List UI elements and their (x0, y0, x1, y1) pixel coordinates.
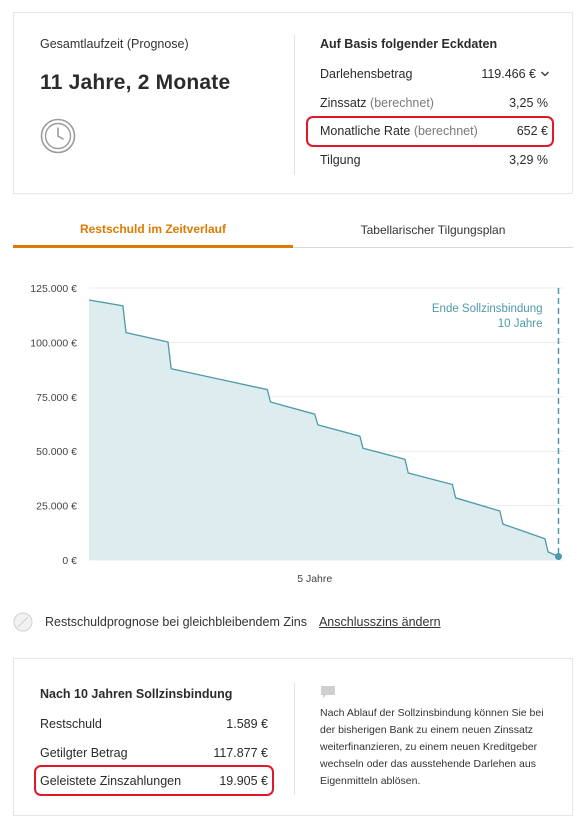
result-card: Nach 10 Jahren Sollzinsbindung Restschul… (13, 658, 573, 816)
restschuld-chart: 125.000 € 100.000 € 75.000 € 50.000 € 25.000… (0, 270, 583, 600)
y-tick-label: 25.000 € (36, 501, 77, 513)
duration-value: 11 Jahre, 2 Monate (40, 71, 231, 94)
result-label: Getilgter Betrag (40, 746, 128, 760)
result-row-restschuld: Restschuld 1.589 € (40, 713, 268, 735)
eckdaten-value: 3,25 % (509, 96, 548, 110)
eckdaten-row-darlehensbetrag: Darlehensbetrag 119.466 € (320, 63, 550, 85)
prognose-row: Restschuldprognose bei gleichbleibendem … (13, 610, 441, 634)
y-tick-label: 0 € (62, 555, 77, 567)
y-tick-label: 125.000 € (30, 283, 77, 295)
y-tick-label: 100.000 € (30, 337, 77, 349)
eckdaten-suffix: (berechnet) (370, 96, 434, 110)
divider (294, 683, 295, 795)
end-point (554, 553, 562, 561)
y-tick-label: 50.000 € (36, 446, 77, 458)
y-tick-label: 75.000 € (36, 392, 77, 404)
speech-bubble-icon (321, 686, 335, 698)
result-row-zinszahlungen: Geleistete Zinszahlungen 19.905 € (40, 770, 268, 792)
chart-line (88, 299, 559, 558)
eckdaten-value: 3,29 % (509, 153, 548, 167)
summary-card: Gesamtlaufzeit (Prognose) 11 Jahre, 2 Mo… (13, 12, 573, 194)
tab-tilgungsplan[interactable]: Tabellarischer Tilgungsplan (293, 212, 573, 248)
eckdaten-row-tilgung: Tilgung 3,29 % (320, 149, 548, 171)
result-label: Geleistete Zinszahlungen (40, 774, 182, 788)
tab-restschuld[interactable]: Restschuld im Zeitverlauf (13, 212, 293, 248)
annotation-line1: Ende Sollzinsbindung (432, 303, 543, 315)
result-heading: Nach 10 Jahren Sollzinsbindung (40, 687, 233, 701)
duration-label: Gesamtlaufzeit (Prognose) (40, 37, 189, 51)
eckdaten-value: 119.466 € (481, 67, 536, 81)
result-value: 117.877 € (213, 746, 268, 760)
eckdaten-heading: Auf Basis folgender Eckdaten (320, 37, 498, 51)
divider (294, 35, 295, 175)
x-tick-label: 5 Jahre (297, 573, 332, 585)
annotation-line2: 10 Jahre (498, 318, 543, 330)
chart-area (89, 300, 559, 560)
eckdaten-label: Darlehensbetrag (320, 67, 413, 81)
result-label: Restschuld (40, 717, 102, 731)
anschlusszins-link[interactable]: Anschlusszins ändern (318, 615, 441, 629)
chevron-down-icon[interactable] (540, 69, 550, 79)
highlight-box (34, 765, 274, 796)
eckdaten-label: Monatliche Rate (320, 124, 411, 138)
eckdaten-value: 652 € (516, 124, 548, 138)
clock-icon (40, 118, 76, 154)
chart-svg: 125.000 € 100.000 € 75.000 € 50.000 € 25.000… (30, 283, 563, 585)
info-note: Nach Ablauf der Sollzinsbindung können S… (320, 707, 544, 787)
eckdaten-row-monatliche-rate: Monatliche Rate (berechnet) 652 € (320, 120, 548, 142)
prognose-label: Restschuldprognose bei gleichbleibendem … (45, 615, 307, 629)
eckdaten-label: Tilgung (320, 153, 361, 167)
eckdaten-label: Zinssatz (320, 96, 367, 110)
eckdaten-suffix: (berechnet) (413, 124, 478, 138)
highlight-box (306, 116, 554, 147)
result-value: 19.905 € (219, 774, 268, 788)
tab-bar: Restschuld im Zeitverlauf Tabellarischer… (13, 212, 573, 248)
disabled-toggle-icon[interactable] (13, 612, 33, 632)
eckdaten-row-zinssatz: Zinssatz (berechnet) 3,25 % (320, 92, 548, 114)
result-value: 1.589 € (226, 717, 268, 731)
result-row-getilgt: Getilgter Betrag 117.877 € (40, 742, 268, 764)
